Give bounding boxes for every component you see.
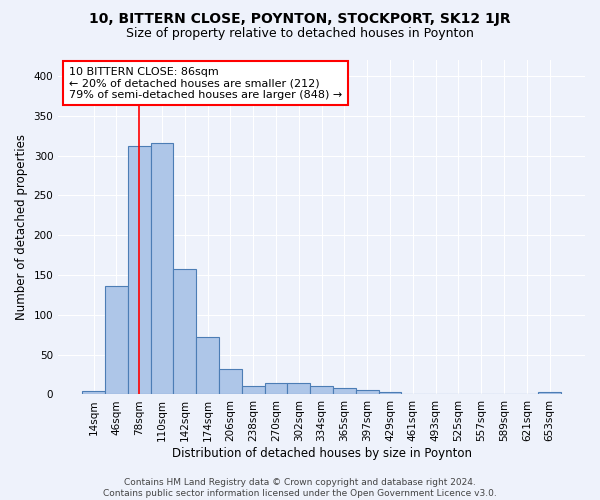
Bar (151, 143, 173, 395)
X-axis label: Distribution of detached houses by size in Poynton: Distribution of detached houses by size … (172, 447, 472, 460)
Bar (538, 392, 561, 394)
Bar (128, 146, 151, 394)
Bar (196, 337, 219, 394)
Bar (265, 382, 287, 394)
Bar (82, 392, 105, 394)
Bar (219, 369, 242, 394)
Bar (356, 390, 379, 394)
Bar (287, 384, 310, 394)
Bar (173, 268, 196, 394)
Bar (310, 386, 333, 394)
Text: Contains HM Land Registry data © Crown copyright and database right 2024.
Contai: Contains HM Land Registry data © Crown c… (103, 478, 497, 498)
Bar (379, 392, 401, 394)
Y-axis label: Number of detached properties: Number of detached properties (15, 134, 28, 320)
Bar (105, 286, 128, 395)
Text: 10 BITTERN CLOSE: 86sqm
← 20% of detached houses are smaller (212)
79% of semi-d: 10 BITTERN CLOSE: 86sqm ← 20% of detache… (69, 66, 342, 100)
Bar (242, 386, 265, 394)
Text: 10, BITTERN CLOSE, POYNTON, STOCKPORT, SK12 1JR: 10, BITTERN CLOSE, POYNTON, STOCKPORT, S… (89, 12, 511, 26)
Bar (333, 388, 356, 394)
Text: Size of property relative to detached houses in Poynton: Size of property relative to detached ho… (126, 28, 474, 40)
